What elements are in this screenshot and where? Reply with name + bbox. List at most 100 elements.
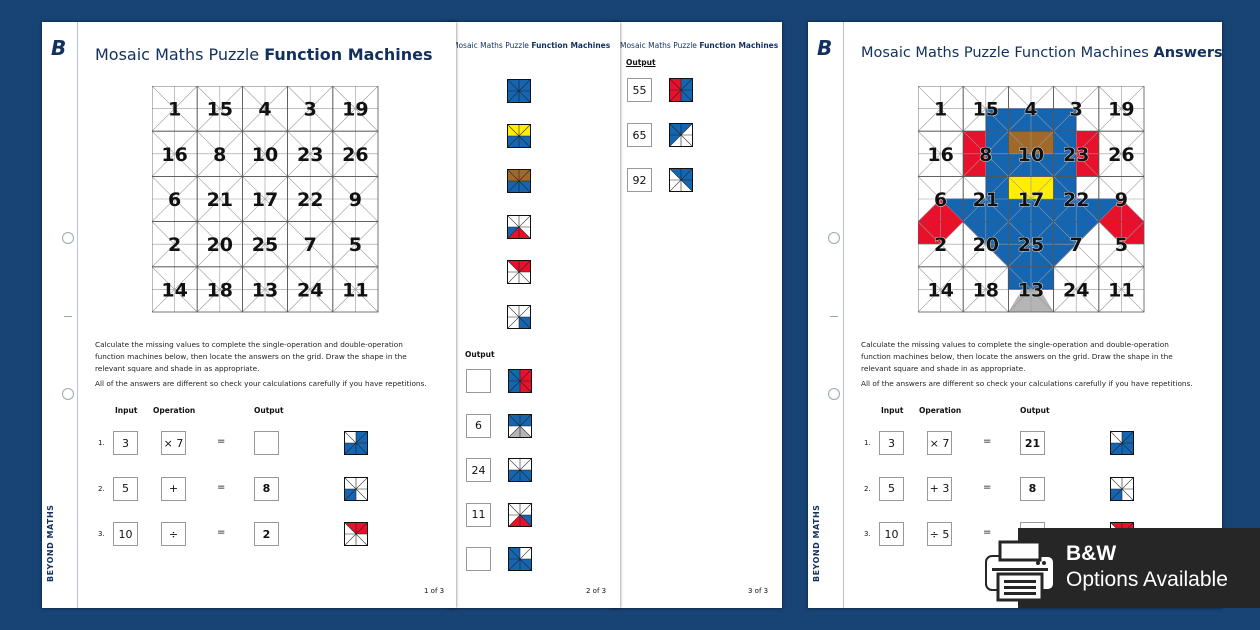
grid-number: 16 (161, 144, 187, 166)
bw-options-badge: B&W Options Available (985, 528, 1260, 608)
operation-box[interactable]: ÷ (161, 522, 186, 546)
grid-number: 18 (207, 279, 233, 301)
operation-box[interactable]: ÷ 5 (927, 522, 952, 546)
blue-l-shape-tile-icon (1110, 431, 1134, 455)
blue-top-right-triangle-tile-icon (669, 168, 693, 192)
grid-number: 15 (207, 99, 233, 121)
grid-number: 23 (297, 144, 323, 166)
question-number: 3. (864, 530, 871, 538)
instructions: Calculate the missing values to complete… (861, 340, 1193, 388)
worksheet-page-1: B BEYOND MATHS Mosaic Maths Puzzle Funct… (42, 22, 456, 608)
blue-bottom-half-tile-icon (508, 458, 532, 482)
operation-box[interactable]: + 3 (927, 476, 952, 501)
output-box[interactable]: 8 (254, 476, 279, 501)
output-box[interactable]: 55 (627, 78, 652, 102)
output-box[interactable] (466, 547, 491, 571)
grid-number: 1 (934, 99, 947, 121)
punch-hole (62, 232, 74, 244)
brown-top-blue-bottom-tile-icon (507, 169, 531, 194)
grid-number: 16 (927, 144, 953, 166)
grid-number: 22 (297, 189, 323, 211)
output-box[interactable] (466, 369, 491, 393)
grid-number: 23 (1063, 144, 1089, 166)
blue-top-gray-triangle-tile-icon (508, 413, 532, 438)
blue-full-tile-icon (507, 79, 531, 103)
input-box: 5 (879, 476, 904, 501)
output-header: Output (465, 350, 495, 359)
grid-number: 11 (342, 279, 368, 301)
operation-box[interactable]: × 7 (927, 431, 952, 455)
operation-header: Operation (919, 406, 962, 415)
output-box[interactable]: 65 (627, 123, 652, 147)
instructions: Calculate the missing values to complete… (95, 340, 427, 388)
brand-label: BEYOND MATHS (812, 504, 821, 582)
red-left-blue-right-tile-icon (669, 78, 693, 102)
grid-number: 22 (1063, 189, 1089, 211)
mosaic-answer-grid: 1 15 4 3 19 16 8 10 23 26 6 21 17 22 9 2 20 25 7 5 14 18 13 24 1… (918, 86, 1146, 314)
input-box: 10 (879, 522, 904, 546)
equals-sign: = (217, 527, 226, 538)
grid-number: 2 (934, 234, 947, 256)
input-box: 5 (113, 476, 138, 501)
grid-number: 5 (1115, 234, 1128, 256)
grid-number: 20 (207, 234, 233, 256)
grid-number: 6 (934, 189, 947, 211)
grid-number: 1 (168, 99, 181, 121)
question-number: 3. (98, 530, 105, 538)
grid-number: 4 (1024, 99, 1037, 121)
output-box[interactable]: 24 (466, 458, 491, 482)
grid-number: 13 (1018, 279, 1044, 301)
input-header: Input (881, 406, 904, 415)
grid-number: 9 (349, 189, 362, 211)
operation-box[interactable]: + (161, 476, 186, 501)
grid-number: 24 (1063, 279, 1089, 301)
grid-number: 26 (1108, 144, 1134, 166)
blue-bottom-left-quarter-tile-icon (344, 476, 368, 501)
red-top-wedge-tile-icon (344, 522, 368, 546)
equals-sign: = (983, 527, 992, 538)
output-box[interactable]: 8 (1020, 476, 1045, 501)
blue-missing-top-right-tile-icon (508, 547, 532, 571)
operation-header: Operation (153, 406, 196, 415)
beyond-logo: B (51, 36, 67, 60)
output-box[interactable]: 92 (627, 168, 652, 192)
answers-page: B BEYOND MATHS Mosaic Maths Puzzle Funct… (808, 22, 1223, 608)
page-number: 3 of 3 (748, 587, 769, 595)
input-box: 10 (113, 522, 138, 546)
red-top-wedge-tile-icon (507, 259, 531, 284)
output-box[interactable] (254, 431, 279, 455)
grid-number: 21 (973, 189, 999, 211)
input-box: 3 (879, 431, 904, 455)
output-box[interactable]: 11 (466, 502, 491, 527)
grid-number: 8 (979, 144, 992, 166)
brand-label: BEYOND MATHS (46, 504, 55, 582)
question-number: 2. (98, 484, 105, 493)
output-header: Output (1020, 406, 1050, 415)
grid-number: 7 (1070, 234, 1083, 256)
grid-number: 18 (973, 279, 999, 301)
grid-number: 8 (213, 144, 226, 166)
page-title: Mosaic Maths Puzzle Function Machines (620, 41, 779, 50)
badge-title: B&W (1066, 542, 1117, 565)
grid-number: 20 (973, 234, 999, 256)
equals-sign: = (983, 436, 992, 447)
mosaic-grid: 1 15 4 3 19 16 8 10 23 26 6 21 17 22 9 2 20 25 7 5 14 18 13 24 1… (152, 86, 380, 314)
output-box[interactable]: 2 (254, 522, 279, 546)
grid-number: 26 (342, 144, 368, 166)
grid-number: 4 (258, 99, 271, 121)
output-box[interactable]: 21 (1020, 431, 1045, 455)
equals-sign: = (217, 481, 226, 493)
grid-number: 2 (168, 234, 181, 256)
grid-number: 19 (1108, 99, 1134, 121)
output-box[interactable]: 6 (466, 413, 491, 438)
input-header: Input (115, 406, 138, 415)
operation-box[interactable]: × 7 (161, 431, 186, 455)
red-triangle-blue-corner-tile-icon (508, 502, 532, 527)
grid-number: 11 (1108, 279, 1134, 301)
divider (830, 316, 838, 317)
equals-sign: = (217, 436, 226, 447)
page-title: Mosaic Maths Puzzle Function Machines An… (861, 45, 1223, 61)
grid-number: 5 (349, 234, 362, 256)
blue-l-shape-tile-icon (344, 431, 368, 455)
blue-bottom-left-quarter-tile-icon (1110, 476, 1134, 501)
